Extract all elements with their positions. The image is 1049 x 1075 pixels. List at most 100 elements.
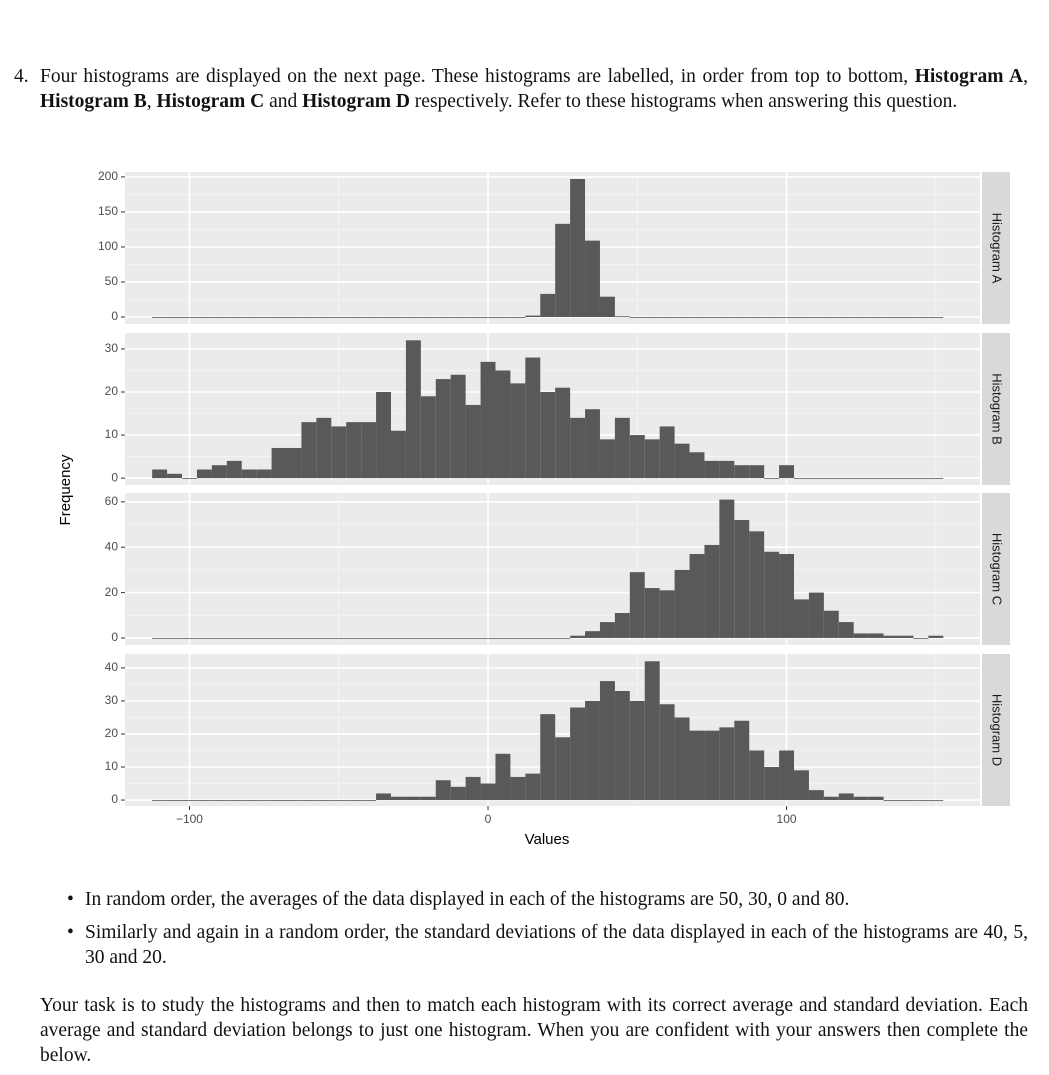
- bar: [764, 478, 780, 479]
- facet-strip: [982, 172, 1010, 324]
- bar: [167, 637, 183, 639]
- bar: [331, 637, 347, 639]
- bar: [376, 391, 391, 479]
- bar: [435, 379, 451, 479]
- x-tick-label: 0: [485, 812, 492, 826]
- bar: [614, 316, 630, 318]
- bold-text: Histogram D: [302, 91, 410, 112]
- question-text: Four histograms are displayed on the nex…: [40, 64, 1028, 114]
- bar: [405, 796, 421, 801]
- bar: [898, 635, 914, 638]
- text: and: [264, 91, 303, 112]
- bar: [211, 800, 227, 801]
- y-tick-label: 100: [98, 239, 118, 253]
- bar: [913, 316, 929, 318]
- bar: [570, 635, 586, 638]
- bar: [346, 422, 362, 479]
- bar: [689, 452, 705, 479]
- bar: [301, 637, 317, 639]
- bar: [361, 800, 377, 801]
- bar: [540, 391, 556, 479]
- bar: [749, 465, 765, 479]
- bar: [196, 637, 212, 639]
- facet-strip: [982, 333, 1010, 485]
- y-tick-label: 40: [105, 660, 119, 674]
- bar: [644, 316, 660, 318]
- bar: [540, 637, 556, 639]
- bar: [749, 316, 765, 318]
- bar: [898, 478, 914, 479]
- bar: [525, 773, 541, 801]
- bar: [614, 613, 630, 638]
- bar: [495, 637, 511, 639]
- bar: [913, 800, 929, 801]
- x-axis-label: Values: [525, 831, 570, 848]
- bar: [316, 316, 332, 318]
- bar: [450, 374, 466, 479]
- bar: [331, 800, 347, 801]
- bar: [585, 409, 600, 479]
- bar: [226, 460, 242, 479]
- bullet-text: Similarly and again in a random order, t…: [85, 922, 1028, 968]
- bar: [465, 316, 481, 318]
- bar: [420, 396, 436, 479]
- bar: [883, 635, 899, 638]
- text: ,: [1023, 66, 1028, 87]
- bar: [241, 316, 257, 318]
- bar: [883, 316, 899, 318]
- bar: [361, 316, 377, 318]
- bar: [495, 316, 511, 318]
- bar: [167, 316, 183, 318]
- bar: [182, 316, 197, 318]
- facet-strip-label: Histogram C: [990, 533, 1005, 605]
- bar: [555, 737, 571, 801]
- facet-strip-label: Histogram A: [990, 213, 1005, 284]
- bar: [823, 316, 839, 318]
- bar: [435, 316, 451, 318]
- bar: [510, 637, 526, 639]
- bar: [480, 361, 496, 479]
- bar: [794, 478, 809, 479]
- bar: [390, 796, 406, 801]
- bar: [644, 439, 660, 479]
- bar: [808, 478, 824, 479]
- bar: [376, 316, 391, 318]
- bar: [734, 465, 750, 479]
- bar: [420, 796, 436, 801]
- bar: [629, 316, 645, 318]
- bar: [674, 316, 690, 318]
- bar: [823, 796, 839, 801]
- bar: [704, 316, 720, 318]
- facet-strip-label: Histogram B: [990, 373, 1005, 445]
- bar: [256, 637, 272, 639]
- facet-strip: [982, 654, 1010, 806]
- bar: [883, 478, 899, 479]
- closing-paragraph: Your task is to study the histograms and…: [40, 995, 1028, 1066]
- bar: [794, 316, 809, 318]
- bar: [211, 316, 227, 318]
- bar: [167, 800, 183, 801]
- bar: [674, 717, 690, 801]
- bar: [555, 223, 571, 317]
- bar: [614, 691, 630, 801]
- bar: [346, 637, 362, 639]
- bar: [689, 554, 705, 638]
- bar: [226, 800, 242, 801]
- y-tick-label: 0: [111, 792, 118, 806]
- bar: [226, 637, 242, 639]
- bar: [570, 707, 586, 801]
- bar: [450, 637, 466, 639]
- bold-text: Histogram A: [914, 66, 1024, 87]
- bar: [599, 296, 615, 317]
- bar: [390, 430, 406, 479]
- y-tick-label: 20: [105, 726, 119, 740]
- bar: [808, 592, 824, 638]
- bar: [838, 478, 854, 479]
- question-number: 4.: [14, 66, 29, 87]
- bar: [420, 637, 436, 639]
- bar: [286, 447, 302, 479]
- bar: [779, 465, 795, 479]
- bar: [480, 783, 496, 801]
- bar: [913, 637, 929, 639]
